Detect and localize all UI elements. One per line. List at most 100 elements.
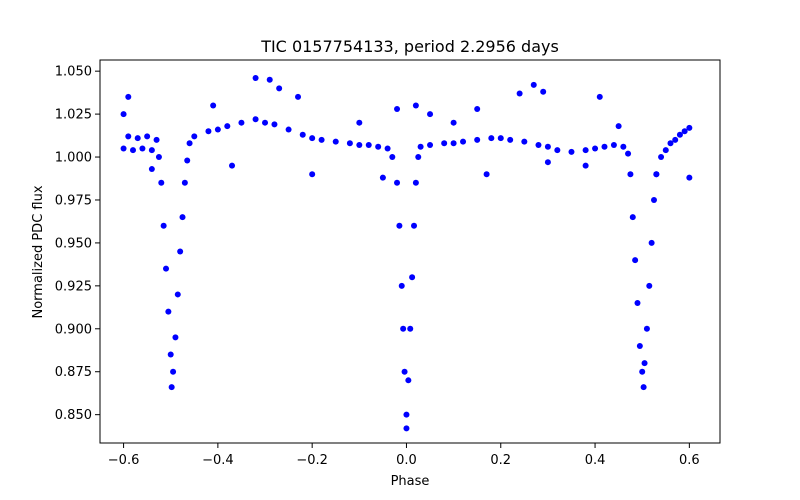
x-tick-label: 0.2 bbox=[490, 453, 511, 468]
data-point bbox=[184, 157, 191, 164]
data-point bbox=[168, 384, 175, 391]
data-point bbox=[450, 119, 457, 126]
data-point bbox=[186, 140, 193, 147]
data-point bbox=[379, 174, 386, 181]
x-axis: −0.6 −0.4 −0.2 0.0 0.2 0.4 0.6 bbox=[108, 443, 700, 468]
data-point bbox=[596, 93, 603, 100]
data-point bbox=[191, 133, 198, 140]
data-point bbox=[170, 368, 177, 375]
y-axis: 0.850 0.875 0.900 0.925 0.950 0.975 1.000 1.025… bbox=[55, 65, 100, 423]
data-point bbox=[483, 171, 490, 178]
y-tick-label: 1.000 bbox=[55, 151, 92, 166]
data-point bbox=[144, 133, 151, 140]
plot-background bbox=[100, 60, 720, 443]
data-point bbox=[412, 102, 419, 109]
data-point bbox=[398, 282, 405, 289]
data-point bbox=[252, 75, 259, 82]
data-point bbox=[309, 171, 316, 178]
data-point bbox=[271, 121, 278, 128]
data-point bbox=[134, 135, 141, 142]
data-point bbox=[662, 147, 669, 154]
data-point bbox=[681, 128, 688, 135]
data-point bbox=[174, 291, 181, 298]
data-point bbox=[299, 131, 306, 138]
data-point bbox=[474, 105, 481, 112]
data-point bbox=[160, 222, 167, 229]
y-axis-label: Normalized PDC flux bbox=[31, 185, 46, 318]
data-point bbox=[568, 148, 575, 155]
data-point bbox=[401, 368, 408, 375]
data-point bbox=[356, 119, 363, 126]
data-point bbox=[686, 124, 693, 131]
data-point bbox=[139, 145, 146, 152]
data-point bbox=[405, 377, 412, 384]
data-point bbox=[375, 143, 382, 150]
data-point bbox=[667, 140, 674, 147]
chart-title: TIC 0157754133, period 2.2956 days bbox=[260, 37, 559, 56]
data-point bbox=[148, 166, 155, 173]
data-point bbox=[407, 325, 414, 332]
data-point bbox=[641, 360, 648, 367]
data-point bbox=[238, 119, 245, 126]
data-point bbox=[497, 135, 504, 142]
data-point bbox=[427, 142, 434, 149]
data-point bbox=[507, 136, 514, 143]
data-point bbox=[582, 147, 589, 154]
data-point bbox=[544, 143, 551, 150]
data-point bbox=[516, 90, 523, 97]
data-point bbox=[672, 136, 679, 143]
data-point bbox=[450, 140, 457, 147]
data-point bbox=[165, 308, 172, 315]
y-tick-label: 0.975 bbox=[55, 193, 92, 208]
y-tick-label: 0.900 bbox=[55, 322, 92, 337]
data-point bbox=[615, 123, 622, 130]
data-point bbox=[177, 248, 184, 255]
data-point bbox=[650, 196, 657, 203]
data-point bbox=[155, 154, 162, 161]
data-point bbox=[441, 140, 448, 147]
data-point bbox=[309, 135, 316, 142]
data-point bbox=[229, 162, 236, 169]
data-point bbox=[346, 140, 353, 147]
data-point bbox=[427, 111, 434, 118]
data-point bbox=[365, 142, 372, 149]
x-tick-label: 0.4 bbox=[585, 453, 606, 468]
data-point bbox=[403, 411, 410, 418]
data-point bbox=[415, 154, 422, 161]
data-point bbox=[120, 145, 127, 152]
data-point bbox=[632, 257, 639, 264]
y-tick-label: 0.850 bbox=[55, 408, 92, 423]
data-point bbox=[389, 154, 396, 161]
data-point bbox=[592, 145, 599, 152]
axes-frame bbox=[99, 59, 721, 444]
data-point bbox=[648, 239, 655, 246]
x-axis-label: Phase bbox=[391, 474, 430, 489]
data-point bbox=[629, 214, 636, 221]
data-point bbox=[130, 147, 136, 154]
data-point bbox=[643, 325, 650, 332]
data-point bbox=[409, 274, 416, 281]
data-point bbox=[394, 105, 401, 112]
data-point bbox=[295, 93, 302, 100]
data-point bbox=[620, 143, 627, 150]
data-point bbox=[411, 222, 418, 229]
data-point bbox=[384, 145, 391, 152]
data-point bbox=[252, 116, 259, 123]
data-point bbox=[460, 138, 467, 145]
data-point bbox=[400, 325, 407, 332]
data-point bbox=[181, 179, 188, 186]
y-tick-label: 1.050 bbox=[55, 65, 92, 80]
data-point bbox=[403, 425, 410, 432]
data-point bbox=[636, 342, 643, 349]
data-point bbox=[125, 93, 132, 100]
data-point bbox=[634, 300, 641, 307]
y-tick-label: 0.950 bbox=[55, 236, 92, 251]
data-point bbox=[318, 136, 325, 143]
data-point bbox=[172, 334, 179, 341]
x-tick-label: −0.4 bbox=[202, 453, 234, 468]
data-point bbox=[625, 150, 632, 157]
data-point bbox=[179, 214, 186, 221]
data-point bbox=[540, 88, 547, 95]
y-tick-label: 0.925 bbox=[55, 279, 92, 294]
